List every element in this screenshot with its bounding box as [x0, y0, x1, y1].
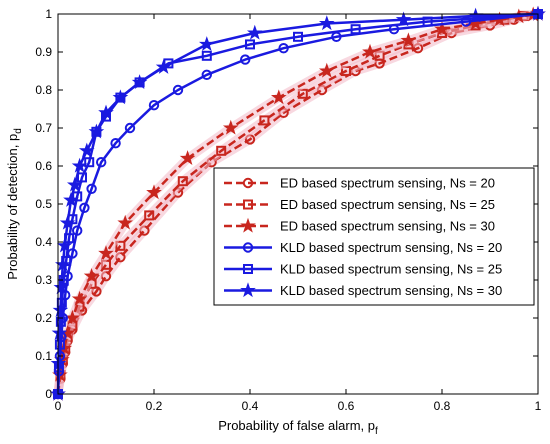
- series-5-point: [293, 31, 303, 42]
- series-4-point: [201, 69, 213, 81]
- series-6-point: [56, 237, 73, 253]
- series-6-point: [98, 104, 114, 120]
- series-3-point: [179, 150, 196, 166]
- series-4-point: [72, 225, 83, 236]
- series-4-line: [56, 12, 539, 395]
- series-6-point: [63, 191, 79, 207]
- y-tick-label: 0.9: [35, 45, 52, 59]
- x-axis-label: Probability of false alarm, pf: [218, 418, 378, 437]
- x-tick-label: 0.6: [338, 399, 355, 413]
- series-3-point: [270, 89, 287, 105]
- series-4-point: [86, 183, 97, 195]
- series-2-point: [144, 210, 155, 221]
- series-4-point: [172, 84, 184, 96]
- series-5-point: [245, 39, 255, 50]
- series-4-point: [240, 54, 251, 65]
- legend-label: ED based spectrum sensing, Ns = 20: [280, 176, 495, 191]
- legend-entry-4: KLD based spectrum sensing, Ns = 20: [224, 240, 502, 255]
- legend-marker: [240, 282, 256, 298]
- y-tick-label: 0.2: [35, 311, 52, 325]
- x-tick-label: 1: [535, 399, 542, 413]
- legend-label: KLD based spectrum sensing, Ns = 20: [280, 240, 502, 255]
- series-3-point: [71, 290, 88, 306]
- y-tick-label: 0: [45, 387, 52, 401]
- series-6-point: [131, 74, 148, 90]
- series-2-point: [177, 176, 188, 187]
- legend-entry-2: ED based spectrum sensing, Ns = 25: [224, 197, 495, 212]
- series-6: [50, 5, 546, 401]
- series-6-point: [59, 214, 76, 230]
- series-6-point: [53, 279, 70, 295]
- series-6-point: [78, 142, 95, 158]
- series-4-point: [124, 122, 136, 134]
- y-tick-label: 0.7: [35, 121, 52, 135]
- series-2-point: [216, 145, 227, 156]
- legend-entry-3: ED based spectrum sensing, Ns = 30: [224, 217, 495, 234]
- series-4-point: [278, 43, 289, 54]
- series-5-point: [201, 50, 212, 61]
- x-tick-label: 0.2: [146, 399, 163, 413]
- series-6-point: [155, 58, 172, 74]
- series-3-point: [222, 119, 239, 135]
- series-5-point: [350, 24, 361, 35]
- y-tick-label: 0.4: [35, 235, 52, 249]
- series-3-point: [117, 214, 134, 230]
- legend-marker: [243, 264, 253, 274]
- series-6-point: [318, 15, 335, 31]
- series-3-point: [434, 20, 450, 36]
- legend-marker: [240, 217, 256, 233]
- series-4-point: [148, 100, 160, 111]
- legend-marker: [243, 199, 253, 210]
- series-3-point: [318, 62, 335, 78]
- series-6-point: [66, 176, 83, 192]
- y-tick-label: 0.8: [35, 83, 52, 97]
- series-6-point: [112, 89, 129, 105]
- legend-label: ED based spectrum sensing, Ns = 30: [280, 219, 495, 234]
- x-tick-label: 0: [55, 399, 62, 413]
- series-2-point: [115, 240, 126, 251]
- series-6-point: [198, 36, 215, 52]
- legend-label: ED based spectrum sensing, Ns = 25: [280, 197, 495, 212]
- y-axis-label: Probability of detection, pd: [5, 128, 24, 280]
- series-4-point: [110, 138, 121, 149]
- series-6-point: [88, 123, 105, 139]
- series-2-point: [297, 88, 308, 99]
- series-3-point: [98, 245, 114, 261]
- legend-marker: [242, 177, 254, 189]
- legend-label: KLD based spectrum sensing, Ns = 25: [280, 262, 502, 277]
- y-tick-label: 0.1: [35, 349, 52, 363]
- series-5-point: [84, 157, 95, 168]
- series-4-point: [96, 157, 107, 168]
- x-tick-label: 0.8: [434, 399, 451, 413]
- series-6-point: [71, 157, 88, 173]
- legend-entry-5: KLD based spectrum sensing, Ns = 25: [224, 262, 502, 277]
- series-6-point: [246, 24, 263, 40]
- series-3-point: [400, 32, 417, 48]
- series-6-point: [52, 302, 69, 318]
- y-tick-label: 0.5: [35, 197, 52, 211]
- series-6-point: [51, 324, 68, 340]
- x-tick-label: 0.4: [242, 399, 259, 413]
- y-tick-label: 1: [45, 7, 52, 21]
- series-6-point: [395, 11, 412, 27]
- series-3-point: [146, 184, 162, 200]
- series-3-point: [83, 267, 100, 283]
- legend-marker: [242, 242, 254, 253]
- legend-entry-6: KLD based spectrum sensing, Ns = 30: [224, 282, 502, 298]
- legend-label: KLD based spectrum sensing, Ns = 30: [280, 283, 502, 298]
- series-4-point: [79, 202, 90, 214]
- y-tick-label: 0.6: [35, 159, 52, 173]
- legend-entry-1: ED based spectrum sensing, Ns = 20: [224, 176, 495, 191]
- legend-box: [213, 167, 535, 306]
- y-tick-label: 0.3: [35, 273, 52, 287]
- series-2-point: [259, 115, 270, 126]
- series-3-point: [362, 43, 378, 59]
